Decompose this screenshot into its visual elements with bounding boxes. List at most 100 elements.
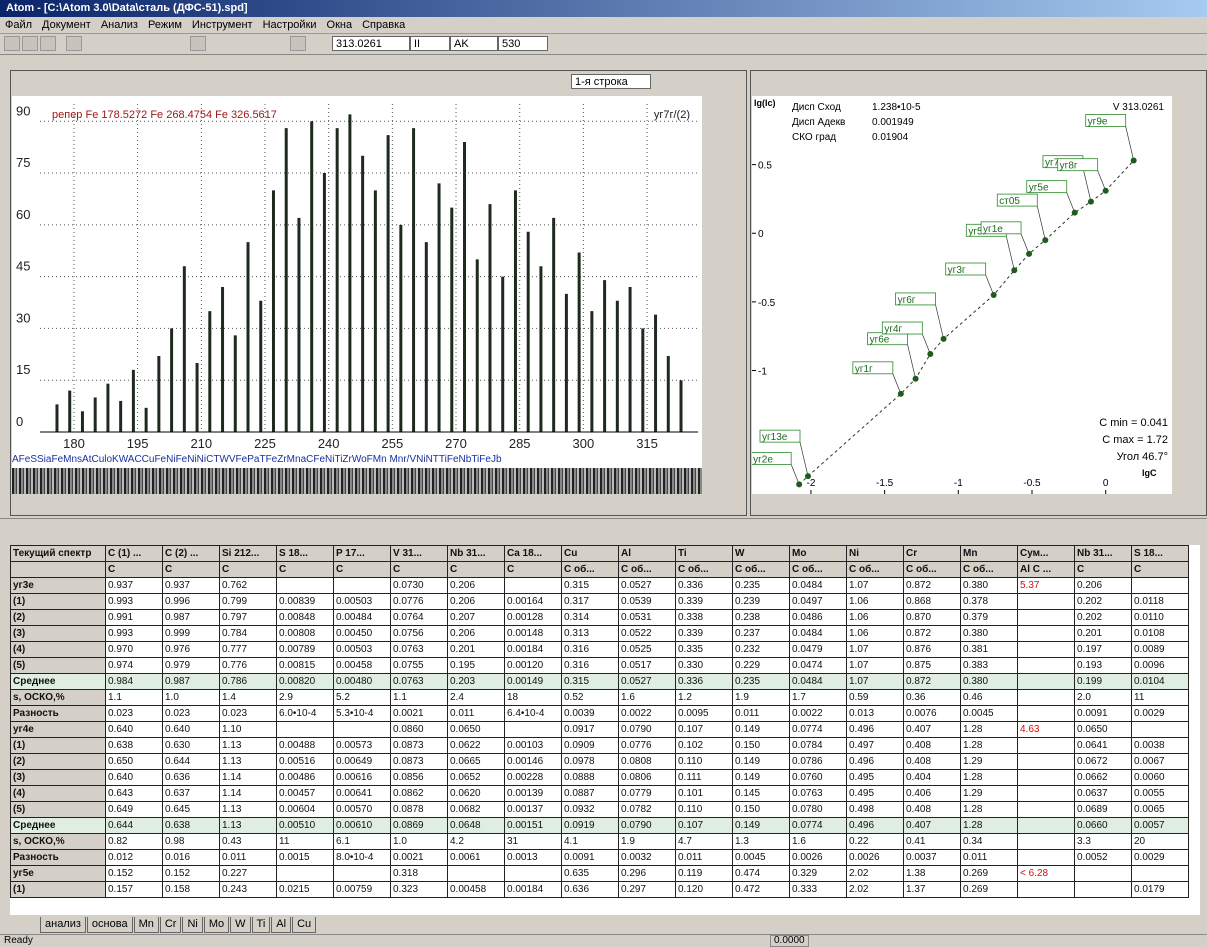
header-cell: C об...: [676, 562, 733, 578]
table-row: (1)0.1570.1580.2430.02150.007590.3230.00…: [11, 882, 1189, 898]
table-cell: 1.13: [220, 738, 277, 754]
table-cell: 0.786: [220, 674, 277, 690]
calibration-point: [1026, 251, 1032, 257]
sheet-tab[interactable]: Mn: [134, 917, 159, 933]
table-cell: 6.1: [334, 834, 391, 850]
table-row: (3)0.9930.9990.7840.008080.004500.07560.…: [11, 626, 1189, 642]
table-cell: 0.380: [961, 674, 1018, 690]
y-tick-label: 0: [16, 414, 23, 429]
label-leader: [908, 345, 916, 379]
table-cell: 0.152: [106, 866, 163, 882]
table-cell: 0.197: [1075, 642, 1132, 658]
y-tick-label: 0.5: [758, 161, 772, 172]
table-cell: 0.0790: [619, 818, 676, 834]
menu-item[interactable]: Документ: [42, 19, 91, 31]
open-button[interactable]: [22, 36, 38, 51]
line-selector[interactable]: 1-я строка: [571, 74, 651, 89]
sheet-tab[interactable]: основа: [87, 917, 133, 933]
point-label: уг2е: [753, 454, 773, 465]
header-cell: Al: [619, 546, 676, 562]
app-window: {"window":{"title":"Atom - [C:\\Atom 3.0…: [0, 0, 1207, 946]
calibration-point: [1088, 199, 1094, 205]
order-field[interactable]: II: [410, 36, 450, 51]
wavelength-field[interactable]: 313.0261: [332, 36, 410, 51]
sheet-tab[interactable]: анализ: [40, 917, 86, 933]
table-cell: 0.380: [961, 626, 1018, 642]
table-cell: 0.0108: [1132, 626, 1189, 642]
table-cell: 0.34: [961, 834, 1018, 850]
table-cell: 0.495: [847, 770, 904, 786]
header-cell: Al C ...: [1018, 562, 1075, 578]
sheet-tab[interactable]: Cr: [160, 917, 182, 933]
header-cell: C: [163, 562, 220, 578]
table-cell: 0.157: [106, 882, 163, 898]
table-cell: 0.150: [733, 802, 790, 818]
menu-item[interactable]: Справка: [362, 19, 405, 31]
sheet-tab[interactable]: Ni: [182, 917, 202, 933]
table-cell: 0.316: [562, 642, 619, 658]
view-button[interactable]: [190, 36, 206, 51]
sheet-tab[interactable]: Cu: [292, 917, 316, 933]
table-cell: 0.0497: [790, 594, 847, 610]
line-label-strip: AFeSSiaFeMnsAtCuloKWACCuFeNiFeNiNiCTWVFe…: [12, 452, 702, 468]
menu-item[interactable]: Окна: [327, 19, 353, 31]
table-cell: [1018, 706, 1075, 722]
table-cell: 0.41: [904, 834, 961, 850]
tool-button[interactable]: [290, 36, 306, 51]
table-cell: 0.336: [676, 578, 733, 594]
sheet-tab[interactable]: Mo: [204, 917, 229, 933]
table-cell: 0.00488: [277, 738, 334, 754]
table-cell: 0.206: [448, 578, 505, 594]
header-cell: W: [733, 546, 790, 562]
table-row: Среднее0.6440.6381.130.005100.006100.086…: [11, 818, 1189, 834]
table-cell: 0.102: [676, 738, 733, 754]
calibration-point: [796, 481, 802, 487]
table-cell: 0.0689: [1075, 802, 1132, 818]
table-cell: 0.991: [106, 610, 163, 626]
sheet-tab[interactable]: Ti: [252, 917, 271, 933]
point-label: уг6г: [898, 295, 916, 306]
table-cell: 0.0672: [1075, 754, 1132, 770]
menu-item[interactable]: Файл: [5, 19, 32, 31]
number-field[interactable]: 530: [498, 36, 548, 51]
header-cell: C (1) ...: [106, 546, 163, 562]
table-cell: 0.323: [391, 882, 448, 898]
save-button[interactable]: [40, 36, 56, 51]
menu-item[interactable]: Анализ: [101, 19, 138, 31]
print-button[interactable]: [66, 36, 82, 51]
label-leader: [986, 275, 994, 295]
table-cell: 0.00146: [505, 754, 562, 770]
mode-field[interactable]: AK: [450, 36, 498, 51]
menu-item[interactable]: Режим: [148, 19, 182, 31]
table-cell: 0.987: [163, 610, 220, 626]
table-cell: 0.984: [106, 674, 163, 690]
wavelength-label: V 313.0261: [1113, 102, 1165, 113]
table-cell: 0.872: [904, 674, 961, 690]
table-cell: 1.0: [163, 690, 220, 706]
label-leader: [1067, 193, 1075, 213]
table-cell: 0.333: [790, 882, 847, 898]
table-cell: 0.315: [562, 674, 619, 690]
calibration-line: [799, 161, 1134, 485]
table-cell: [1075, 866, 1132, 882]
table-cell: 0.011: [220, 850, 277, 866]
x-tick-label: 0: [1103, 478, 1109, 489]
fit-statistic: 0.001949: [872, 117, 914, 128]
menu-item[interactable]: Инструмент: [192, 19, 253, 31]
table-cell: 0.0089: [1132, 642, 1189, 658]
table-cell: 1.06: [847, 594, 904, 610]
table-row: (2)0.9910.9870.7970.008480.004840.07640.…: [11, 610, 1189, 626]
sheet-tab[interactable]: W: [230, 917, 250, 933]
table-cell: 0.496: [847, 722, 904, 738]
table-cell: [1018, 802, 1075, 818]
label-leader: [1126, 127, 1134, 161]
menu-item[interactable]: Настройки: [263, 19, 317, 31]
sheet-tab[interactable]: Al: [271, 917, 291, 933]
table-cell: 0.206: [1075, 578, 1132, 594]
table-cell: 1.28: [961, 722, 1018, 738]
new-button[interactable]: [4, 36, 20, 51]
table-cell: 0.644: [163, 754, 220, 770]
table-cell: 0.36: [904, 690, 961, 706]
table-cell: 0.227: [220, 866, 277, 882]
